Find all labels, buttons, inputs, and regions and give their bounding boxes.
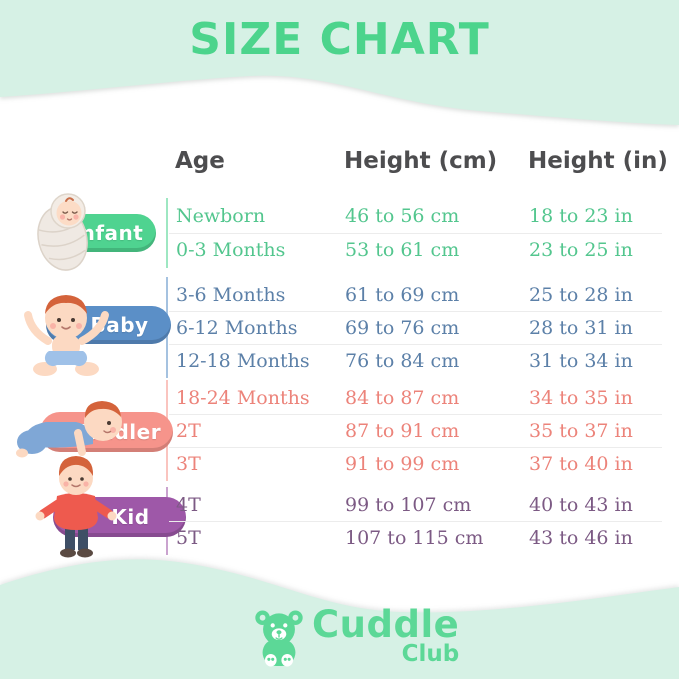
height-cm-cell: 53 to 61 cm	[345, 239, 460, 261]
height-in-cell: 34 to 35 in	[529, 387, 633, 409]
age-cell: 6-12 Months	[176, 317, 298, 339]
brand-logo: Cuddle Club	[250, 606, 459, 670]
height-cm-cell: 84 to 87 cm	[345, 387, 460, 409]
height-cm-cell: 91 to 99 cm	[345, 453, 460, 475]
column-header-height-in: Height (in)	[528, 148, 668, 174]
height-in-cell: 40 to 43 in	[529, 494, 633, 516]
height-in-cell: 43 to 46 in	[529, 527, 633, 549]
age-cell: Newborn	[176, 205, 266, 227]
infant-accent-line	[166, 198, 168, 268]
standing-kid-illustration	[35, 456, 117, 558]
column-header-age: Age	[175, 148, 225, 174]
height-cm-cell: 107 to 115 cm	[345, 527, 484, 549]
age-cell: 5T	[176, 527, 201, 549]
age-cell: 18-24 Months	[176, 387, 310, 409]
height-cm-cell: 99 to 107 cm	[345, 494, 472, 516]
height-cm-cell: 46 to 56 cm	[345, 205, 460, 227]
row-separator	[169, 311, 662, 312]
height-cm-cell: 87 to 91 cm	[345, 420, 460, 442]
row-separator	[169, 521, 662, 522]
height-in-cell: 23 to 25 in	[529, 239, 633, 261]
brand-logo-text: Cuddle Club	[312, 603, 460, 667]
age-cell: 3-6 Months	[176, 284, 286, 306]
row-separator	[169, 447, 662, 448]
height-in-cell: 35 to 37 in	[529, 420, 633, 442]
row-separator	[169, 233, 662, 234]
sitting-baby-illustration	[24, 295, 109, 376]
brand-name-club: Club	[401, 641, 460, 667]
height-in-cell: 28 to 31 in	[529, 317, 633, 339]
height-in-cell: 31 to 34 in	[529, 350, 633, 372]
height-cm-cell: 76 to 84 cm	[345, 350, 460, 372]
height-in-cell: 37 to 40 in	[529, 453, 633, 475]
crawling-toddler-illustration	[16, 401, 122, 458]
height-in-cell: 25 to 28 in	[529, 284, 633, 306]
teddy-bear-icon	[255, 610, 303, 667]
age-cell: 3T	[176, 453, 201, 475]
height-cm-cell: 61 to 69 cm	[345, 284, 460, 306]
height-in-cell: 18 to 23 in	[529, 205, 633, 227]
age-cell: 4T	[176, 494, 201, 516]
page-title: SIZE CHART	[189, 14, 490, 65]
age-cell: 12-18 Months	[176, 350, 310, 372]
height-cm-cell: 69 to 76 cm	[345, 317, 460, 339]
swaddled-infant-illustration	[37, 193, 88, 271]
column-header-height-cm: Height (cm)	[344, 148, 498, 174]
age-cell: 0-3 Months	[176, 239, 286, 261]
brand-name-cuddle: Cuddle	[312, 603, 460, 646]
row-separator	[169, 344, 662, 345]
age-cell: 2T	[176, 420, 201, 442]
row-separator	[169, 414, 662, 415]
